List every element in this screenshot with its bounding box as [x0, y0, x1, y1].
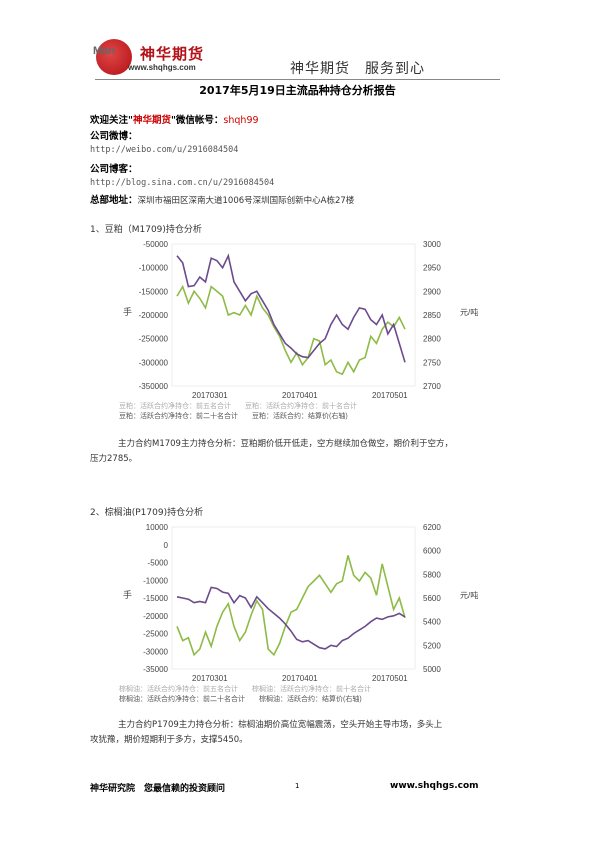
weibo-label: 公司微博：	[90, 131, 138, 142]
header-divider	[95, 79, 500, 80]
x-tick-label: 20170301	[192, 674, 228, 683]
plot-area	[171, 526, 416, 670]
y-right-tick-label: 6000	[423, 547, 441, 556]
y-left-tick-label: -30000	[143, 647, 168, 656]
y-left-tick-label: -150000	[139, 287, 169, 296]
x-tick-label: 20170401	[282, 674, 318, 683]
logo-circle-icon	[96, 39, 132, 75]
address-label: 总部地址：	[90, 195, 138, 206]
section-2-analysis: 主力合约P1709主力持仓分析：棕榈油期价高位宽幅震荡，空头开始主导市场，多头上…	[90, 718, 518, 748]
y-left-tick-label: -25000	[143, 630, 168, 639]
y-left-tick-label: -200000	[139, 311, 169, 320]
x-tick-label: 20170301	[192, 391, 228, 400]
x-tick-label: 20170401	[282, 391, 318, 400]
x-tick-label: 20170501	[372, 391, 408, 400]
y-left-tick-label: -20000	[143, 612, 168, 621]
x-tick-label: 20170501	[372, 674, 408, 683]
y-left-axis-label: 手	[123, 589, 132, 600]
y-left-tick-label: -15000	[143, 594, 168, 603]
page-number: 1	[295, 782, 300, 790]
section-1-analysis-line-2: 压力2785。	[90, 454, 138, 464]
weibo-link[interactable]: http://weibo.com/u/2916084504	[90, 145, 239, 155]
footer-url: www.shqhgs.com	[390, 781, 479, 791]
address-value: 深圳市福田区深南大道1006号深圳国际创新中心A栋27楼	[137, 196, 355, 206]
logo-mark: Man	[93, 45, 115, 57]
section-1-analysis: 主力合约M1709主力持仓分析：豆粕期价低开低走，空方继续加仓做空，期价利于空方…	[90, 437, 518, 467]
brand-url: www.shqhgs.com	[128, 63, 196, 72]
y-left-tick-label: -35000	[143, 665, 168, 674]
y-right-axis-label: 元/吨	[460, 590, 478, 600]
y-right-tick-label: 2700	[423, 382, 441, 391]
header-slogan: 神华期货 服务到心	[290, 61, 425, 77]
y-left-tick-label: -300000	[139, 358, 169, 367]
chart-palm-oil: 10000 0 -5000 -10000 -15000 -20000 -25000 -3000…	[119, 523, 478, 703]
y-right-tick-label: 2800	[423, 335, 441, 344]
y-left-tick-label: 10000	[146, 523, 169, 532]
y-right-tick-label: 5600	[423, 594, 441, 603]
plot-area	[171, 243, 416, 387]
report-title: 2017年5月19日主流品种持仓分析报告	[199, 84, 396, 97]
chart-soymeal: -50000 -100000 -150000 -200000 -250000 -30000…	[119, 240, 478, 420]
y-left-tick-label: 0	[164, 541, 169, 550]
y-left-tick-label: -10000	[143, 576, 168, 585]
address-line: 总部地址：深圳市福田区深南大道1006号深圳国际创新中心A栋27楼	[90, 192, 354, 206]
legend-line-1: 棕榈油：活跃合约净持仓：前五名合计 棕榈油：活跃合约净持仓：前十名合计	[119, 684, 371, 693]
legend-line-1: 豆粕：活跃合约净持仓：前五名合计 豆粕：活跃合约净持仓：前十名合计	[119, 401, 357, 410]
legend-line-2: 棕榈油：活跃合约净持仓：前二十名合计 棕榈油：活跃合约：结算价(右轴)	[119, 694, 362, 703]
y-right-tick-label: 6200	[423, 523, 441, 532]
y-left-axis-label: 手	[123, 306, 132, 317]
section-1-analysis-line-1: 主力合约M1709主力持仓分析：豆粕期价低开低走，空方继续加仓做空，期价利于空方…	[118, 439, 453, 449]
section-2-analysis-line-1: 主力合约P1709主力持仓分析：棕榈油期价高位宽幅震荡，空头开始主导市场，多头上	[118, 720, 443, 730]
blog-label: 公司博客：	[90, 164, 138, 175]
y-left-tick-label: -5000	[148, 559, 169, 568]
series-line	[176, 555, 406, 657]
y-right-axis-label: 元/吨	[460, 307, 478, 317]
wechat-prefix: 欢迎关注"	[90, 115, 133, 126]
y-right-tick-label: 2950	[423, 264, 441, 273]
series-line	[176, 253, 406, 363]
y-left-tick-label: -350000	[139, 382, 169, 391]
section-2-analysis-line-2: 攻犹豫，期价短期利于多方，支撑5450。	[90, 735, 248, 745]
y-right-tick-label: 2750	[423, 358, 441, 367]
y-right-tick-label: 2850	[423, 311, 441, 320]
section-2-heading: 2、棕榈油(P1709)持仓分析	[90, 508, 204, 518]
wechat-brand: 神华期货	[132, 115, 171, 126]
section-1-heading: 1、豆粕（M1709)持仓分析	[90, 225, 202, 235]
y-right-tick-label: 5400	[423, 618, 441, 627]
wechat-mid: "微信帐号：	[170, 115, 224, 126]
wechat-line: 欢迎关注"神华期货"微信帐号：shqh99	[90, 112, 259, 126]
y-left-tick-label: -50000	[143, 240, 168, 249]
blog-link[interactable]: http://blog.sina.com.cn/u/2916084504	[90, 178, 275, 188]
y-right-tick-label: 2900	[423, 287, 441, 296]
y-left-tick-label: -250000	[139, 335, 169, 344]
y-right-tick-label: 5200	[423, 641, 441, 650]
wechat-id: shqh99	[223, 115, 259, 126]
y-left-tick-label: -100000	[139, 264, 169, 273]
series-line	[176, 586, 406, 650]
series-line	[176, 284, 406, 376]
footer-slogan: 神华研究院 您最信赖的投资顾问	[90, 784, 226, 794]
y-right-tick-label: 5800	[423, 570, 441, 579]
y-right-tick-label: 5000	[423, 665, 441, 674]
brand-name: 神华期货	[140, 45, 205, 63]
legend-line-2: 豆粕：活跃合约净持仓：前二十名合计 豆粕：活跃合约：结算价(右轴)	[119, 411, 348, 420]
y-right-tick-label: 3000	[423, 240, 441, 249]
